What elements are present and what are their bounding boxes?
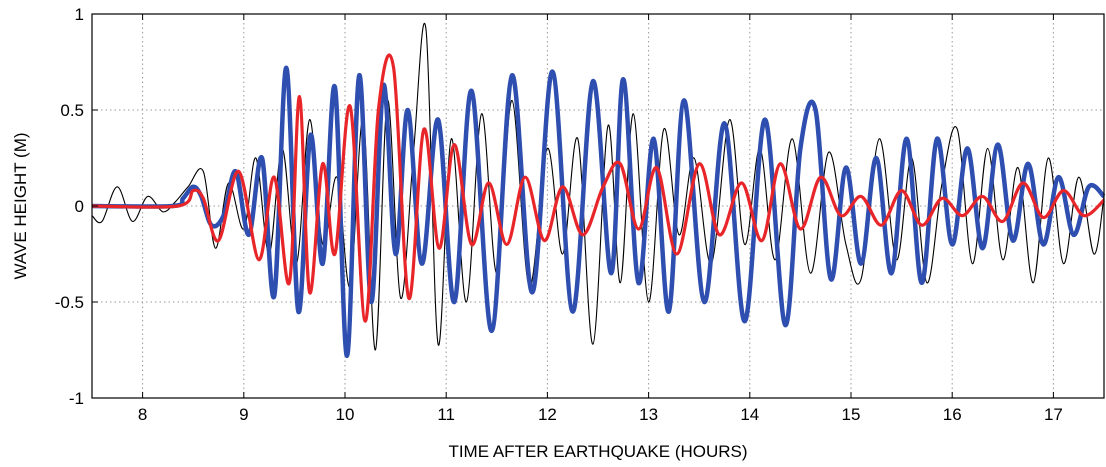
- y-axis-label: WAVE HEIGHT (M): [11, 132, 30, 279]
- y-tick-label: 0.5: [60, 101, 84, 120]
- series-line-3: [91, 22, 1105, 351]
- series-line-2: [91, 53, 1106, 323]
- x-tick-label: 11: [437, 405, 455, 424]
- y-tick-label: -0.5: [55, 293, 84, 312]
- x-tick-label: 10: [336, 405, 355, 424]
- series-lines: [91, 22, 1106, 359]
- x-tick-label: 8: [138, 405, 147, 424]
- y-tick-label: 0: [75, 197, 84, 216]
- y-tick-label: -1: [69, 389, 84, 408]
- x-tick-label: 9: [239, 405, 248, 424]
- x-tick-label: 14: [740, 405, 759, 424]
- x-tick-label: 12: [538, 405, 557, 424]
- x-tick-label: 15: [842, 405, 861, 424]
- y-tick-label: 1: [75, 5, 84, 24]
- x-tick-label: 17: [1044, 405, 1063, 424]
- axis-ticks: 8 9 10 11 12 13 14 15 16 17 -1 -0.5 0 0.5 1: [55, 5, 1063, 424]
- x-tick-label: 13: [639, 405, 658, 424]
- series-line-1: [91, 65, 1106, 359]
- grid-lines: [92, 13, 1104, 399]
- x-tick-label: 16: [943, 405, 962, 424]
- x-axis-label: TIME AFTER EARTHQUAKE (HOURS): [448, 442, 747, 461]
